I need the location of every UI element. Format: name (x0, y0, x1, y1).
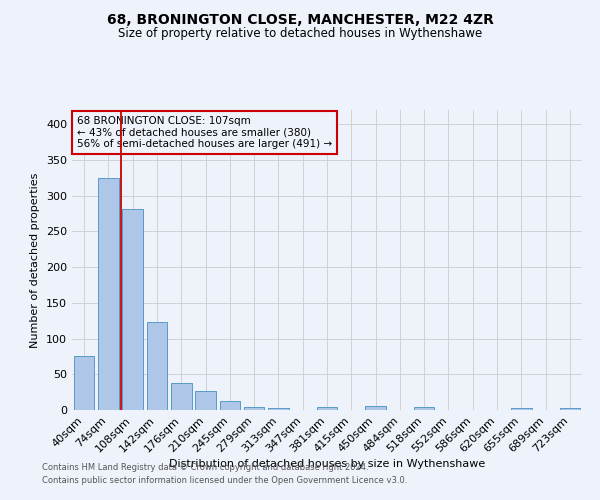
Bar (74, 356, 94, 410)
Text: Size of property relative to detached houses in Wythenshawe: Size of property relative to detached ho… (118, 28, 482, 40)
Bar (146, 322, 167, 410)
Bar (560, 408, 580, 410)
Bar (220, 400, 240, 410)
Bar (511, 408, 532, 410)
Text: Contains HM Land Registry data © Crown copyright and database right 2024.: Contains HM Land Registry data © Crown c… (42, 464, 368, 472)
Bar (195, 392, 216, 410)
Text: Contains public sector information licensed under the Open Government Licence v3: Contains public sector information licen… (42, 476, 407, 485)
Bar (365, 406, 386, 410)
Y-axis label: Number of detached properties: Number of detached properties (31, 172, 40, 348)
Bar (244, 407, 265, 410)
X-axis label: Distribution of detached houses by size in Wythenshawe: Distribution of detached houses by size … (169, 460, 485, 469)
Bar (414, 407, 434, 410)
Bar (268, 408, 289, 410)
Bar (317, 407, 337, 410)
Text: 68 BRONINGTON CLOSE: 107sqm
← 43% of detached houses are smaller (380)
56% of se: 68 BRONINGTON CLOSE: 107sqm ← 43% of det… (77, 116, 332, 149)
Bar (98, 178, 119, 410)
Bar (122, 210, 143, 410)
Text: 68, BRONINGTON CLOSE, MANCHESTER, M22 4ZR: 68, BRONINGTON CLOSE, MANCHESTER, M22 4Z… (107, 12, 493, 26)
Bar (171, 383, 191, 410)
